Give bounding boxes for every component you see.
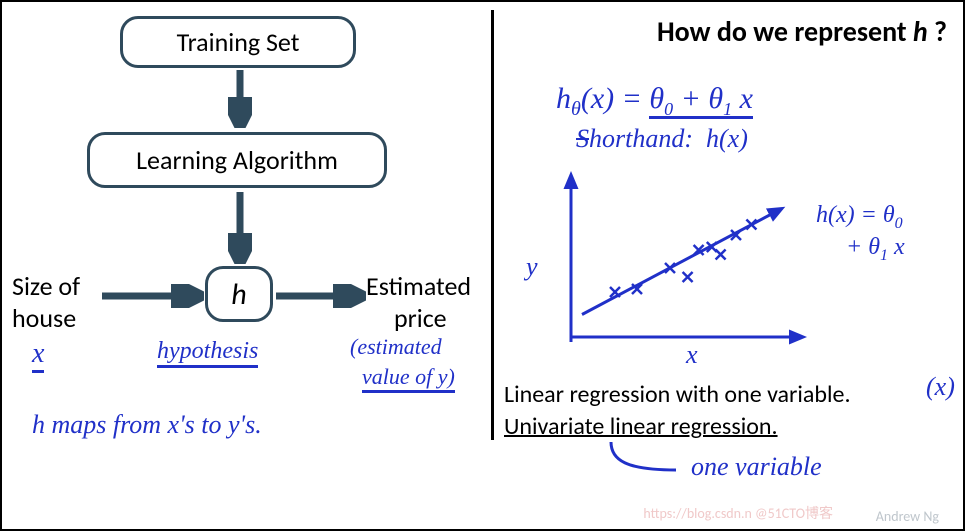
watermark: https://blog.csdn.n @51CTO博客: [643, 503, 833, 523]
vertical-divider: [491, 10, 494, 440]
arrow-learning-to-h: [228, 190, 252, 264]
shorthand-val: h(x): [706, 124, 748, 153]
label-house: house: [12, 302, 76, 334]
right-title: How do we represent h ?: [657, 14, 947, 49]
box-h: h: [205, 266, 273, 322]
title-suffix: ?: [928, 14, 947, 49]
footer-author: Andrew Ng: [876, 508, 939, 525]
arrow-training-to-learning: [228, 68, 252, 128]
box-learning-label: Learning Algorithm: [136, 144, 338, 176]
left-panel: Training Set Learning Algorithm h Size o…: [2, 2, 490, 529]
hand-x: x: [32, 338, 44, 370]
eq-sub1: 1: [723, 99, 732, 119]
caption-1: Linear regression with one variable.: [504, 380, 851, 409]
leb1: 1: [880, 247, 888, 264]
hand-hypothesis-text: hypothesis: [157, 338, 258, 368]
arrow-caption-to-onevar: [606, 440, 686, 480]
eq-plus: +: [673, 82, 708, 115]
eq-x: (x): [581, 82, 614, 115]
hand-onevar: one variable: [691, 452, 822, 482]
hand-estimated-2: value of y): [362, 364, 455, 390]
label-size: Size of: [12, 270, 80, 302]
eq-lhs: h: [556, 82, 571, 115]
eq-t1: θ: [708, 82, 723, 115]
title-h: h: [913, 14, 928, 49]
lec: x: [888, 234, 905, 260]
box-learning-algorithm: Learning Algorithm: [87, 132, 387, 188]
hand-hypothesis: hypothesis: [157, 338, 258, 365]
box-training-label: Training Set: [177, 26, 300, 58]
leb: + θ: [846, 234, 880, 260]
hand-estimated-1: (estimated: [350, 334, 442, 360]
hand-line-eq: h(x) = θ0: [816, 202, 903, 233]
hand-est2-text: value of y): [362, 364, 455, 393]
lea: h(x) = θ: [816, 202, 895, 228]
label-price: price: [394, 302, 447, 334]
hand-mapline: h maps from x's to y's.: [32, 410, 262, 440]
lea0: 0: [895, 215, 903, 232]
eq-sub0: 0: [664, 99, 673, 119]
shorthand-label: Shorthand:: [576, 124, 693, 153]
title-prefix: How do we represent: [657, 14, 913, 49]
box-training-set: Training Set: [120, 16, 356, 68]
hand-equation: hθ(x) = θ0 + θ1 x: [556, 82, 753, 121]
right-panel: How do we represent h ? hθ(x) = θ0 + θ1 …: [496, 2, 965, 529]
hand-paren-x: (x): [926, 372, 955, 402]
caption-2: Univariate linear regression.: [504, 412, 778, 441]
eq-xterm: x: [732, 82, 753, 115]
plot-xlabel: x: [686, 340, 698, 370]
eq-eq: =: [614, 82, 649, 115]
label-estimated: Estimated: [366, 270, 471, 302]
plot-ylabel: y: [526, 252, 538, 282]
box-h-label: h: [231, 276, 246, 313]
hand-line-eq2: + θ1 x: [846, 234, 905, 265]
hand-shorthand: Shorthand: h(x): [576, 124, 748, 154]
arrow-input-to-h: [100, 284, 204, 308]
scatter-plot: [526, 167, 816, 357]
eq-t0: θ: [649, 82, 664, 115]
arrow-h-to-output: [274, 284, 366, 308]
eq-theta-sub: θ: [571, 98, 581, 120]
hand-x-text: x: [32, 338, 44, 373]
